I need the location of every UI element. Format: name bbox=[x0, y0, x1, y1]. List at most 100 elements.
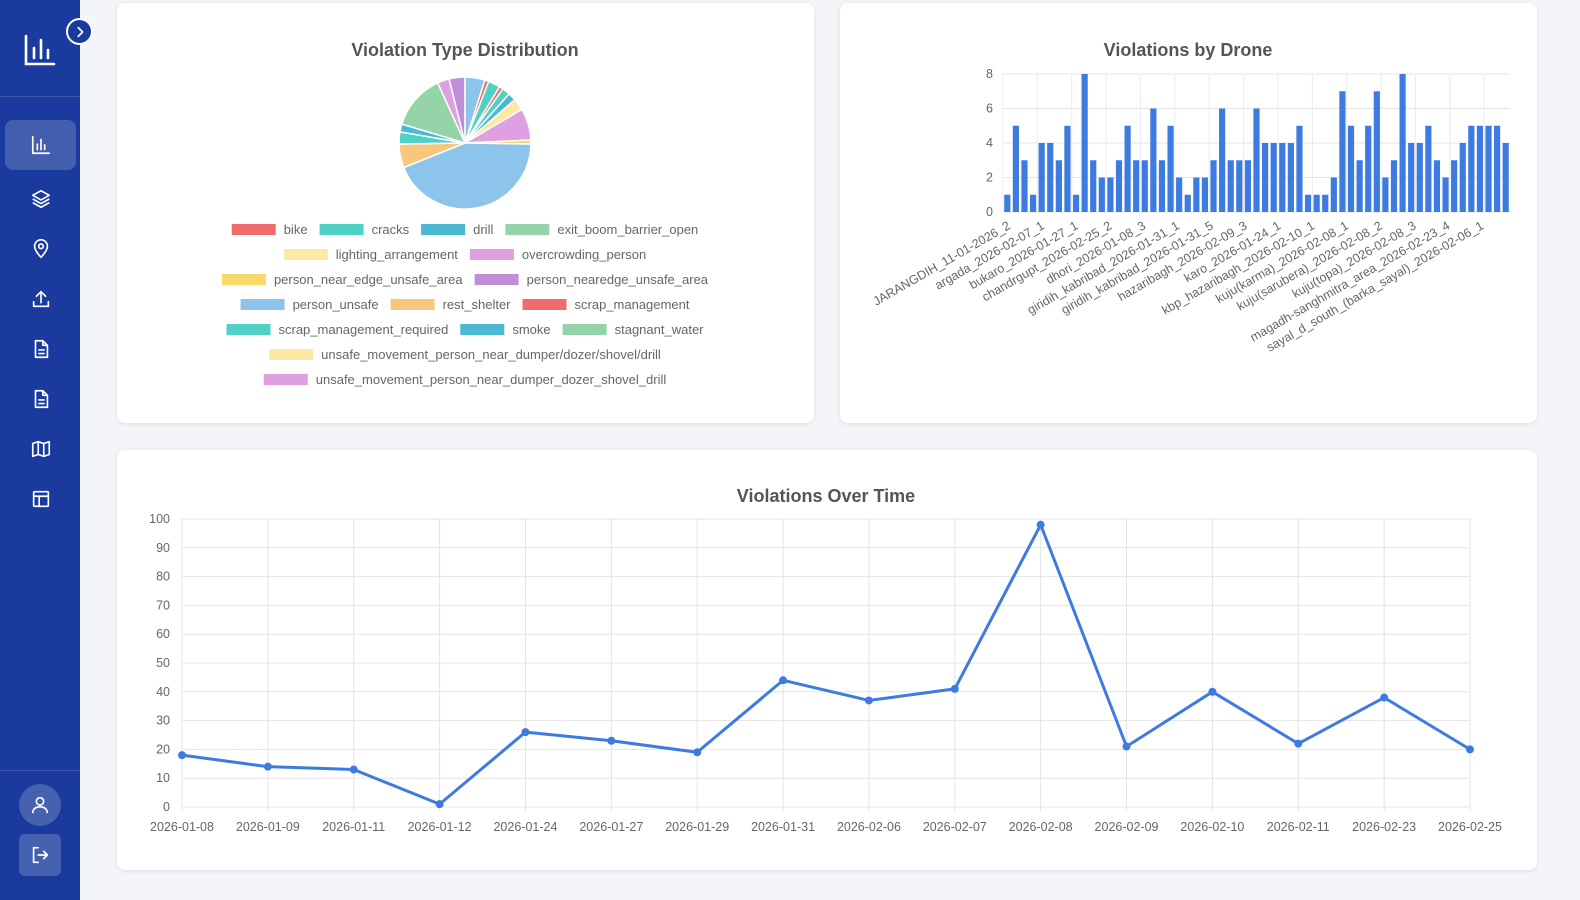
legend-label[interactable]: bike bbox=[284, 222, 308, 237]
bar[interactable] bbox=[1442, 177, 1449, 213]
data-point[interactable] bbox=[693, 748, 702, 757]
bar[interactable] bbox=[1167, 125, 1174, 212]
legend-label[interactable]: cracks bbox=[372, 222, 410, 237]
bar[interactable] bbox=[1038, 143, 1045, 212]
legend-label[interactable]: unsafe_movement_person_near_dumper_dozer… bbox=[316, 372, 667, 387]
bar[interactable] bbox=[1029, 194, 1037, 212]
bar[interactable] bbox=[1425, 125, 1432, 212]
bar[interactable] bbox=[1115, 160, 1123, 212]
bar[interactable] bbox=[1150, 108, 1157, 213]
bar[interactable] bbox=[1365, 125, 1372, 212]
data-point[interactable] bbox=[1036, 520, 1045, 529]
bar[interactable] bbox=[1201, 177, 1209, 213]
data-point[interactable] bbox=[864, 696, 873, 705]
bar[interactable] bbox=[1322, 194, 1329, 212]
pie-slice[interactable] bbox=[464, 80, 501, 144]
data-point[interactable] bbox=[950, 684, 959, 693]
bar[interactable] bbox=[1244, 160, 1252, 212]
legend-swatch[interactable] bbox=[522, 299, 567, 310]
sidebar-item-locations[interactable] bbox=[5, 224, 76, 274]
data-point[interactable] bbox=[349, 765, 358, 774]
legend-swatch[interactable] bbox=[231, 224, 276, 235]
legend-swatch[interactable] bbox=[226, 324, 271, 335]
legend-label[interactable]: scrap_management_required bbox=[278, 322, 448, 337]
sidebar-item-table[interactable] bbox=[5, 474, 76, 524]
bar[interactable] bbox=[1210, 160, 1217, 212]
bar[interactable] bbox=[1287, 143, 1294, 212]
bar[interactable] bbox=[1330, 177, 1337, 213]
bar[interactable] bbox=[1064, 125, 1071, 212]
legend-swatch[interactable] bbox=[460, 324, 505, 335]
bar[interactable] bbox=[1279, 143, 1286, 212]
legend-label[interactable]: drill bbox=[473, 222, 493, 237]
legend-swatch[interactable] bbox=[283, 249, 328, 260]
bar[interactable] bbox=[1296, 125, 1303, 212]
bar[interactable] bbox=[1416, 143, 1423, 212]
data-point[interactable] bbox=[178, 751, 186, 760]
bar[interactable] bbox=[1261, 143, 1269, 212]
bar[interactable] bbox=[1236, 160, 1243, 212]
bar[interactable] bbox=[1158, 160, 1166, 212]
bar[interactable] bbox=[1124, 125, 1131, 212]
legend-swatch[interactable] bbox=[390, 299, 435, 310]
bar[interactable] bbox=[1459, 143, 1466, 212]
legend-label[interactable]: unsafe_movement_person_near_dumper/dozer… bbox=[321, 347, 661, 362]
data-point[interactable] bbox=[521, 728, 530, 737]
bar[interactable] bbox=[1253, 108, 1260, 213]
legend-swatch[interactable] bbox=[469, 249, 514, 260]
legend-label[interactable]: smoke bbox=[512, 322, 550, 337]
legend-label[interactable]: person_near_edge_unsafe_area bbox=[274, 272, 463, 287]
sidebar-item-dashboard[interactable] bbox=[5, 120, 76, 170]
legend-swatch[interactable] bbox=[562, 324, 607, 335]
legend-label[interactable]: lighting_arrangement bbox=[336, 247, 459, 262]
legend-swatch[interactable] bbox=[474, 274, 519, 285]
legend-swatch[interactable] bbox=[263, 374, 308, 385]
sidebar-item-upload[interactable] bbox=[5, 274, 76, 324]
legend-label[interactable]: exit_boom_barrier_open bbox=[557, 222, 698, 237]
data-point[interactable] bbox=[779, 676, 788, 685]
legend-swatch[interactable] bbox=[421, 224, 466, 235]
bar[interactable] bbox=[1390, 160, 1398, 212]
data-point[interactable] bbox=[1294, 739, 1303, 748]
legend-label[interactable]: rest_shelter bbox=[443, 297, 512, 312]
legend-label[interactable]: stagnant_water bbox=[615, 322, 705, 337]
bar[interactable] bbox=[1227, 160, 1234, 212]
bar[interactable] bbox=[1133, 160, 1140, 212]
bar[interactable] bbox=[1313, 194, 1320, 212]
bar[interactable] bbox=[1081, 74, 1088, 212]
bar[interactable] bbox=[1072, 194, 1080, 212]
data-point[interactable] bbox=[607, 736, 616, 745]
legend-label[interactable]: person_nearedge_unsafe_area bbox=[527, 272, 709, 287]
bar[interactable] bbox=[1090, 160, 1097, 212]
legend-label[interactable]: person_unsafe bbox=[293, 297, 379, 312]
bar[interactable] bbox=[1176, 177, 1183, 213]
legend-label[interactable]: overcrowding_person bbox=[522, 247, 646, 262]
bar[interactable] bbox=[1494, 125, 1501, 212]
bar[interactable] bbox=[1408, 143, 1415, 212]
bar[interactable] bbox=[1141, 160, 1148, 212]
bar[interactable] bbox=[1219, 108, 1226, 213]
bar[interactable] bbox=[1193, 177, 1200, 213]
bar[interactable] bbox=[1373, 91, 1380, 212]
bar[interactable] bbox=[1047, 143, 1054, 212]
sidebar-item-documents[interactable] bbox=[5, 374, 76, 424]
data-point[interactable] bbox=[1380, 693, 1389, 702]
bar[interactable] bbox=[1347, 125, 1355, 212]
data-point[interactable] bbox=[1122, 742, 1131, 751]
bar[interactable] bbox=[1468, 125, 1475, 212]
bar[interactable] bbox=[1356, 160, 1363, 212]
pie-slice[interactable] bbox=[400, 81, 467, 145]
legend-swatch[interactable] bbox=[505, 224, 550, 235]
bar[interactable] bbox=[1021, 160, 1028, 212]
pie-slice[interactable] bbox=[402, 142, 532, 210]
legend-swatch[interactable] bbox=[221, 274, 266, 285]
bar[interactable] bbox=[1433, 160, 1441, 212]
data-point[interactable] bbox=[1208, 687, 1217, 696]
data-point[interactable] bbox=[435, 800, 444, 809]
bar[interactable] bbox=[1339, 91, 1346, 212]
bar[interactable] bbox=[1098, 177, 1105, 213]
bar[interactable] bbox=[1382, 177, 1389, 213]
legend-swatch[interactable] bbox=[269, 349, 314, 360]
bar[interactable] bbox=[1502, 143, 1509, 212]
bar[interactable] bbox=[1451, 160, 1458, 212]
